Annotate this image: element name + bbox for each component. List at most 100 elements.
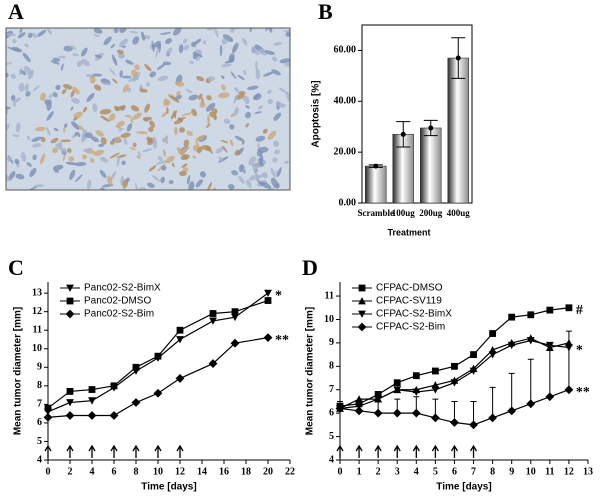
y-tick-label: 5 <box>37 436 42 447</box>
cell <box>156 43 162 49</box>
cell <box>262 128 268 134</box>
cell <box>189 60 195 65</box>
marker <box>412 388 421 396</box>
cell <box>245 105 250 109</box>
cell <box>73 117 78 121</box>
cell <box>69 169 76 180</box>
cell <box>262 171 268 179</box>
cell <box>12 39 17 44</box>
cell <box>186 175 191 185</box>
cell <box>142 148 153 153</box>
micrograph <box>6 28 290 190</box>
error-bar <box>508 372 515 411</box>
cell <box>284 160 289 164</box>
cell <box>39 92 46 101</box>
x-tick-label: 400ug <box>447 208 471 218</box>
cell <box>221 84 226 91</box>
y-tick-label: 12 <box>32 306 42 317</box>
cell <box>89 158 95 163</box>
y-tick-label: 11 <box>33 325 42 336</box>
cell <box>198 93 203 100</box>
cell <box>230 71 237 80</box>
cell <box>98 143 104 148</box>
marker <box>564 385 574 395</box>
cell <box>238 90 246 96</box>
cell <box>126 123 133 132</box>
cell <box>31 32 38 38</box>
cell <box>254 111 262 114</box>
cell <box>116 120 125 128</box>
cell <box>192 155 197 159</box>
marker <box>355 395 363 403</box>
marker <box>565 304 573 312</box>
series-line <box>47 337 269 418</box>
marker <box>489 330 497 337</box>
cell <box>139 88 148 93</box>
cell <box>110 43 116 49</box>
cell <box>169 95 180 103</box>
cell <box>176 91 181 97</box>
marker <box>230 338 240 348</box>
cell <box>84 132 93 139</box>
cell <box>99 109 112 115</box>
cell <box>206 95 212 101</box>
cell <box>256 150 263 157</box>
marker <box>507 341 516 350</box>
cell <box>22 52 31 63</box>
mean-dot <box>400 131 406 137</box>
x-tick-label: 18 <box>241 466 251 477</box>
mean-dot <box>455 55 461 61</box>
marker <box>231 313 239 322</box>
x-tick-label: 12 <box>564 466 574 477</box>
cell <box>60 147 67 153</box>
cell <box>40 136 46 143</box>
cell <box>182 166 189 172</box>
cell <box>118 128 124 132</box>
marker <box>527 311 535 319</box>
cell <box>194 38 202 45</box>
cell <box>254 173 266 180</box>
cell <box>6 107 8 115</box>
cell <box>237 74 245 80</box>
marker <box>412 372 420 380</box>
cell <box>221 75 225 80</box>
y-tick-label: 0.00 <box>339 197 357 208</box>
panel-label: C <box>8 255 24 280</box>
marker <box>65 411 75 420</box>
cell <box>243 69 247 75</box>
cell <box>62 83 73 90</box>
cell <box>65 161 78 166</box>
cell <box>151 40 155 53</box>
cell <box>227 184 235 190</box>
x-tick-label: 1 <box>357 466 362 477</box>
cell <box>93 33 100 38</box>
cell <box>60 139 72 143</box>
cell <box>6 178 11 182</box>
cell <box>63 127 66 133</box>
cell <box>255 135 266 142</box>
cell <box>40 153 46 165</box>
cell <box>232 42 239 54</box>
cell <box>82 106 88 113</box>
cell <box>253 93 262 101</box>
legend-label: Panc02-S2-Bim <box>84 309 154 320</box>
marker <box>450 418 459 427</box>
marker <box>209 310 217 317</box>
cell <box>15 173 25 180</box>
y-tick-label: 40.00 <box>334 96 357 107</box>
cell <box>182 38 188 44</box>
cell <box>25 91 31 97</box>
cell <box>160 176 165 184</box>
cell <box>152 136 158 149</box>
cell <box>90 136 99 143</box>
y-axis-label: Mean tumor diameter [mm] <box>305 307 316 435</box>
marker <box>88 397 96 405</box>
cell <box>271 69 281 76</box>
marker <box>508 313 516 321</box>
series-line <box>47 292 269 413</box>
cell <box>178 117 182 122</box>
y-tick-label: 13 <box>32 287 42 298</box>
bar <box>364 165 387 204</box>
cell <box>136 155 141 159</box>
cell <box>234 87 240 93</box>
